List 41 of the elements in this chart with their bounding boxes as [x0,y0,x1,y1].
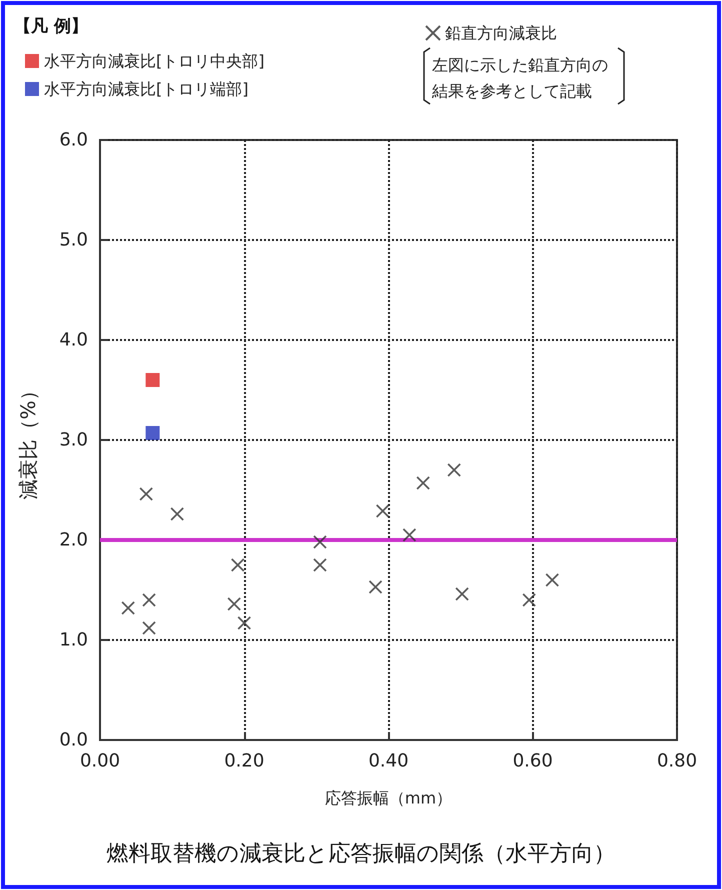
point [139,487,154,501]
text: 燃料取替機の減衰比と応答振幅の関係（水平方向） [106,842,616,866]
point [313,535,327,549]
text: 左図に示した鉛直方向の [432,56,608,74]
point [230,558,245,572]
point [545,573,560,587]
point [376,504,390,518]
y-tick-label: 2.0 [59,530,88,550]
legend-label: 鉛直方向減衰比 [445,24,557,42]
point [170,507,184,521]
y-tick-label: 5.0 [59,230,88,250]
point [455,587,469,601]
point [142,593,156,607]
text: 結果を参考として記載 [431,82,592,100]
point [121,601,136,615]
y-tick-label: 3.0 [59,430,88,450]
x-tick-label: 0.00 [80,750,120,772]
x-tick-label: 0.40 [368,750,409,772]
y-tick-label: 6.0 [59,130,88,150]
point [447,463,462,477]
point [146,373,160,387]
point [522,593,536,607]
x-axis-title: 応答振幅（mm） [324,788,452,808]
point [237,616,252,630]
x-tick-label: 0.20 [224,750,264,772]
point [146,426,160,440]
point [142,621,156,635]
point [402,528,416,542]
legend-label: 水平方向減衰比[トロリ端部] [44,80,248,98]
y-tick-label: 4.0 [59,330,88,350]
x-tick-label: 0.60 [512,750,553,772]
point [313,558,327,572]
y-tick-label: 0.0 [59,730,88,750]
point [227,597,242,611]
point [368,580,382,594]
point [416,476,430,490]
legend-title: 【凡 例】 [14,16,88,36]
legend-label: 水平方向減衰比[トロリ中央部] [44,52,264,70]
y-axis-title: 減衰比（%） [16,380,40,500]
x-tick-label: 0.80 [656,750,698,772]
y-tick-label: 1.0 [59,630,88,650]
